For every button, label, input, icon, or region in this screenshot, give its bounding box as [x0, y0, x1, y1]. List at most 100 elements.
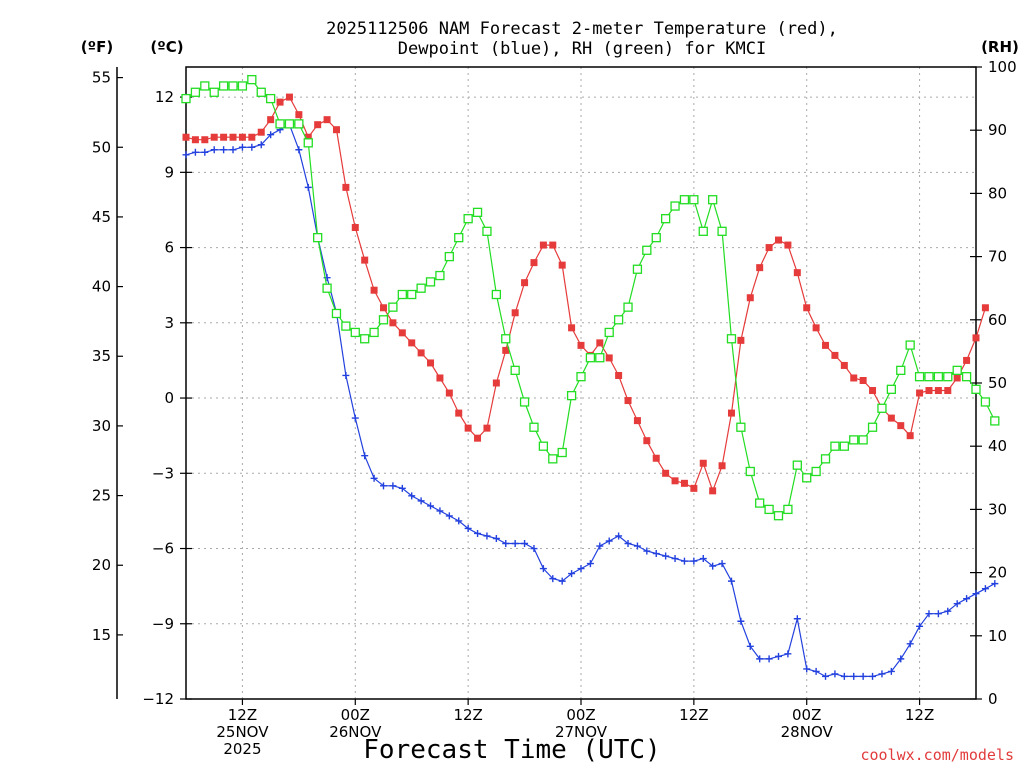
rh-point [726, 334, 737, 344]
rh-point [472, 207, 483, 218]
rh-point [660, 214, 671, 224]
x-tick-label: 26NOV [329, 723, 382, 741]
dewpoint-point [408, 492, 416, 500]
temperature-point [361, 256, 369, 264]
dewpoint-point [793, 615, 801, 623]
rh-point [877, 403, 887, 413]
rh-tick-label: 90 [988, 121, 1007, 139]
rh-point [792, 460, 802, 470]
rh-tick-label: 100 [988, 58, 1017, 76]
celsius-tick-label: −12 [142, 690, 174, 708]
rh-tick-label: 20 [988, 564, 1007, 582]
rh-tick-label: 80 [988, 184, 1007, 202]
dewpoint-point [511, 540, 519, 548]
dewpoint-point [775, 652, 782, 660]
rh-point [397, 289, 407, 300]
rh-point [209, 87, 219, 97]
dewpoint-point [925, 610, 933, 618]
dewpoint-point [521, 540, 529, 548]
temperature-point [332, 126, 340, 134]
rh-point [961, 372, 972, 382]
rh-point [830, 441, 840, 451]
rh-tick-label: 60 [988, 311, 1007, 329]
rh-point [585, 353, 596, 363]
dewpoint-point [981, 585, 989, 593]
temperature-point [530, 259, 538, 267]
rh-point [914, 372, 925, 382]
dewpoint-point [963, 595, 971, 603]
x-tick-label: 12Z [228, 706, 257, 724]
rh-point [867, 422, 878, 432]
rh-tick-label: 30 [988, 500, 1007, 518]
rh-point [360, 334, 370, 344]
dewpoint-point [182, 151, 190, 159]
dewpoint-point [577, 565, 585, 573]
dewpoint-point [878, 670, 886, 678]
x-tick-label: 00Z [566, 706, 595, 724]
rh-point [604, 327, 614, 338]
temperature-point [370, 286, 378, 294]
rh-point [623, 302, 633, 312]
dewpoint-point [906, 640, 914, 648]
temperature-point [398, 329, 406, 337]
dewpoint-point [596, 542, 604, 550]
celsius-tick-label: 9 [164, 163, 174, 181]
temperature-point [737, 336, 745, 344]
temperature-point [727, 409, 735, 417]
temperature-point [944, 387, 952, 395]
credit-text: coolwx.com/models [860, 746, 1014, 764]
rh-point [247, 74, 257, 85]
dewpoint-point [671, 555, 679, 563]
rh-point [435, 270, 445, 281]
temperature-point [897, 422, 905, 430]
dewpoint-point [831, 670, 839, 678]
temperature-point [596, 339, 604, 347]
x-axis-label: Forecast Time (UTC) [363, 735, 660, 765]
data-series [181, 74, 1000, 680]
dewpoint-point [822, 672, 830, 680]
fahrenheit-tick-label: 30 [92, 417, 111, 435]
axes: 555045403530252015129630−3−6−9−121009080… [92, 58, 1017, 758]
temperature-point [502, 346, 510, 354]
x-tick-label: 25NOV [216, 723, 269, 741]
rh-point [407, 289, 417, 300]
dewpoint-point [953, 600, 961, 608]
dewpoint-point [746, 642, 754, 650]
temperature-point [831, 351, 839, 359]
temperature-point [351, 224, 359, 232]
temperature-point [784, 241, 792, 249]
rh-point [341, 321, 351, 331]
rh-point [811, 466, 821, 477]
dewpoint-point [389, 482, 397, 490]
rh-point [256, 87, 266, 97]
temperature-point [605, 354, 613, 362]
temperature-point [558, 261, 566, 269]
temperature-point [746, 294, 754, 302]
temperature-point [248, 133, 256, 141]
dewpoint-point [474, 529, 482, 537]
temperature-point [624, 397, 632, 405]
rh-point [510, 365, 520, 376]
dewpoint-point [869, 672, 877, 680]
dewpoint-point [850, 672, 858, 680]
rh-point [501, 334, 511, 344]
dewpoint-point [558, 577, 566, 585]
fahrenheit-tick-label: 45 [92, 208, 111, 226]
dewpoint-point [295, 146, 303, 154]
rh-point [331, 308, 342, 319]
celsius-tick-label: 3 [164, 314, 174, 332]
dewpoint-point [643, 547, 651, 555]
rh-point [557, 447, 567, 458]
rh-unit-label: (RH) [981, 38, 1019, 56]
temperature-point [812, 324, 820, 332]
temperature-point [680, 479, 688, 487]
rh-point [717, 226, 727, 236]
temperature-point [521, 279, 529, 287]
rh-point [378, 315, 389, 325]
rh-point [566, 390, 577, 401]
dewpoint-point [464, 524, 472, 532]
temperature-point [295, 111, 303, 119]
rh-point [303, 138, 313, 148]
rh-point [980, 397, 991, 407]
celsius-tick-label: 12 [155, 88, 174, 106]
